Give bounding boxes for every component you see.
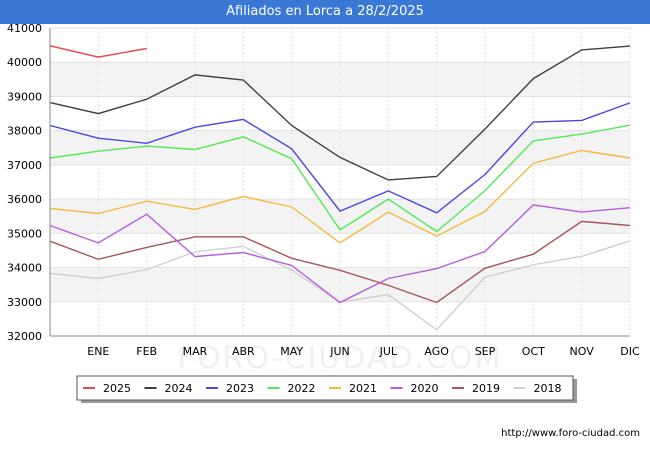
y-tick-label: 41000: [7, 24, 42, 35]
y-tick-label: 32000: [7, 330, 42, 343]
x-tick-label: ABR: [232, 345, 255, 358]
series-line-2022: [49, 124, 631, 233]
y-tick-label: 39000: [7, 90, 42, 103]
legend-label-2023: 2023: [226, 382, 254, 395]
y-tick-label: 36000: [7, 193, 42, 206]
legend-label-2018: 2018: [534, 382, 562, 395]
y-tick-label: 37000: [7, 159, 42, 172]
series-line-2021: [49, 149, 631, 244]
x-tick-label: MAR: [183, 345, 208, 358]
x-tick-label: DIC: [620, 345, 640, 358]
x-tick-label: AGO: [424, 345, 449, 358]
legend-label-2024: 2024: [165, 382, 193, 395]
x-tick-label: NOV: [570, 345, 595, 358]
x-tick-label: JUL: [379, 345, 398, 358]
chart-svg: FORO-CIUDAD.COM 32000 33000 34000 35000 3600…: [7, 24, 640, 403]
chart-title: Afiliados en Lorca a 28/2/2025: [0, 0, 650, 24]
y-tick-label: 38000: [7, 125, 42, 138]
series-layer: [49, 45, 631, 331]
y-tick-label: 35000: [7, 227, 42, 240]
footer-url[interactable]: http://www.foro-ciudad.com: [501, 428, 640, 439]
legend-label-2025: 2025: [103, 382, 131, 395]
x-tick-label: FEB: [136, 345, 157, 358]
legend-label-2021: 2021: [349, 382, 377, 395]
watermark: FORO-CIUDAD.COM: [178, 341, 503, 376]
watermark-layer: FORO-CIUDAD.COM: [178, 341, 503, 376]
legend: 2025 2024 2023 2022 2021 2020 2019 2018: [76, 375, 577, 403]
y-tick-label: 34000: [7, 262, 42, 275]
x-tick-label: JUN: [329, 345, 350, 358]
legend-label-2020: 2020: [411, 382, 439, 395]
plot-band-7: [50, 62, 630, 97]
series-line-2023: [49, 102, 631, 214]
series-line-2020: [49, 204, 631, 304]
plot-band-0: [50, 301, 630, 336]
axis-layer: 32000 33000 34000 35000 36000 37000 38000 39000…: [7, 24, 640, 358]
series-line-2025: [49, 45, 147, 58]
legend-label-2019: 2019: [472, 382, 500, 395]
y-tick-label: 33000: [7, 296, 42, 309]
x-tick-label: ENE: [87, 345, 109, 358]
x-tick-label: OCT: [522, 345, 545, 358]
legend-label-2022: 2022: [288, 382, 316, 395]
series-line-2024: [49, 45, 631, 181]
x-tick-label: MAY: [280, 345, 303, 358]
series-line-2019: [49, 220, 631, 304]
legend-box: [76, 375, 574, 401]
y-tick-label: 40000: [7, 56, 42, 69]
x-tick-label: SEP: [475, 345, 496, 358]
